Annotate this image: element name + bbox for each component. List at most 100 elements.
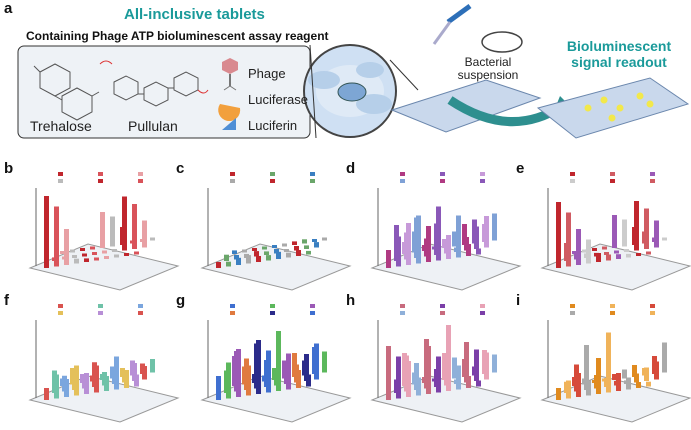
legend-swatch-7-3 xyxy=(570,311,575,315)
tablet-subtitle: Containing Phage ATP bioluminescent assa… xyxy=(26,29,329,43)
bar-0-1-4 xyxy=(92,252,97,255)
legend-swatch-3-4 xyxy=(610,179,615,183)
bar-0-0-9 xyxy=(134,251,139,255)
bar-3-0-3 xyxy=(586,239,591,264)
bar-5-2-5 xyxy=(282,360,287,379)
panel-c-label: c xyxy=(176,160,185,177)
bar-1-1-9 xyxy=(314,242,319,248)
molecule-trehalose: Trehalose xyxy=(30,118,92,134)
bar-3-0-5 xyxy=(606,254,611,261)
bar-5-0-6 xyxy=(276,331,281,391)
bar-7-1-6 xyxy=(624,380,629,384)
bar-4-1-6 xyxy=(112,375,117,384)
bar-1-2-9 xyxy=(322,237,327,241)
bar-3-1-4 xyxy=(604,252,609,255)
legend-swatch-3-5 xyxy=(650,179,655,183)
bar-5-2-8 xyxy=(312,347,317,374)
bar-2-2-4 xyxy=(442,239,447,248)
bar-0-0-4 xyxy=(84,258,89,262)
bar-7-0-9 xyxy=(646,381,651,387)
bar-5-0-0 xyxy=(216,376,221,400)
panel-g-label: g xyxy=(176,292,186,309)
legend-swatch-0-4 xyxy=(98,179,103,183)
bar-3-1-3 xyxy=(594,252,599,257)
bacteria-label: Bacterial suspension xyxy=(457,55,519,82)
bar-2-1-5 xyxy=(444,244,449,254)
legend-swatch-2-2 xyxy=(480,172,485,176)
bar-2-0-0 xyxy=(386,250,391,268)
bar-0-0-8 xyxy=(124,253,129,256)
bar-0-1-2 xyxy=(72,255,77,258)
bar-4-1-4 xyxy=(92,362,97,387)
bar-6-0-7 xyxy=(456,365,461,390)
legend-swatch-7-1 xyxy=(610,304,615,308)
bar-7-2-4 xyxy=(612,374,617,380)
panel-h-label: h xyxy=(346,292,356,309)
legend-swatch-6-2 xyxy=(480,304,485,308)
bar-2-2-1 xyxy=(412,231,417,253)
bar-0-2-6 xyxy=(120,227,125,245)
bar-1-2-7 xyxy=(302,239,307,244)
bar-1-2-3 xyxy=(262,246,267,250)
bar-3-1-7 xyxy=(634,201,639,251)
bar-3-2-6 xyxy=(632,227,637,245)
bar-5-1-6 xyxy=(284,375,289,384)
bar-5-1-4 xyxy=(264,360,269,387)
bar-2-0-7 xyxy=(456,215,461,258)
bar-1-1-6 xyxy=(284,249,289,252)
bacteria-icon xyxy=(481,31,523,53)
bar-2-2-2 xyxy=(422,245,427,251)
bar-0-0-5 xyxy=(94,257,99,261)
bar-1-2-1 xyxy=(242,249,247,253)
legend-swatch-3-3 xyxy=(570,179,575,183)
bar-1-0-6 xyxy=(276,251,281,259)
legend-swatch-5-2 xyxy=(310,304,315,308)
bar-0-1-5 xyxy=(102,250,107,254)
bar-0-2-7 xyxy=(130,240,135,244)
bar-1-1-7 xyxy=(294,246,299,251)
panel-b-label: b xyxy=(4,160,14,177)
bar-3-1-1 xyxy=(574,252,579,260)
legend-swatch-6-4 xyxy=(440,311,445,315)
bar-6-0-6 xyxy=(446,325,451,391)
legend-swatch-0-3 xyxy=(58,179,63,183)
bar-3-2-1 xyxy=(582,249,587,253)
bar-3-0-6 xyxy=(616,254,621,259)
bar-7-2-3 xyxy=(602,378,607,382)
bar-2-1-6 xyxy=(454,247,459,252)
bar-4-2-7 xyxy=(130,360,135,376)
bar-3-0-2 xyxy=(576,229,581,265)
bar-0-0-3 xyxy=(74,258,79,264)
legend-swatch-0-1 xyxy=(98,172,103,176)
bar-6-2-3 xyxy=(432,378,437,382)
legend-swatch-3-0 xyxy=(570,172,575,176)
bar-3-1-9 xyxy=(654,220,659,248)
bar-1-1-0 xyxy=(224,254,229,261)
bar-5-2-9 xyxy=(322,351,327,373)
bar-0-2-1 xyxy=(70,249,75,253)
bar-7-1-0 xyxy=(564,381,569,393)
bar-3-2-9 xyxy=(662,237,667,241)
bar-2-2-9 xyxy=(492,213,497,241)
plate-right xyxy=(536,77,690,139)
bar-1-0-0 xyxy=(216,262,221,268)
bar-5-2-1 xyxy=(242,366,247,385)
legend-swatch-3-2 xyxy=(650,172,655,176)
bar-0-1-8 xyxy=(132,204,137,249)
bar-4-2-3 xyxy=(90,375,95,382)
legend-swatch-6-0 xyxy=(400,304,405,308)
legend-luciferin: Luciferin xyxy=(248,118,298,133)
legend-swatch-5-3 xyxy=(230,311,235,315)
bar-6-2-8 xyxy=(482,350,487,374)
bar-0-2-0 xyxy=(60,251,65,254)
bar-1-0-5 xyxy=(266,255,271,261)
legend-swatch-5-0 xyxy=(230,304,235,308)
bar-5-1-0 xyxy=(224,370,229,393)
bar-3-2-5 xyxy=(622,219,627,247)
trehalose-structure xyxy=(33,63,100,121)
legend-swatch-4-1 xyxy=(98,304,103,308)
legend-swatch-2-0 xyxy=(400,172,405,176)
bar-3-2-3 xyxy=(602,246,607,250)
bar-1-2-0 xyxy=(232,250,237,254)
